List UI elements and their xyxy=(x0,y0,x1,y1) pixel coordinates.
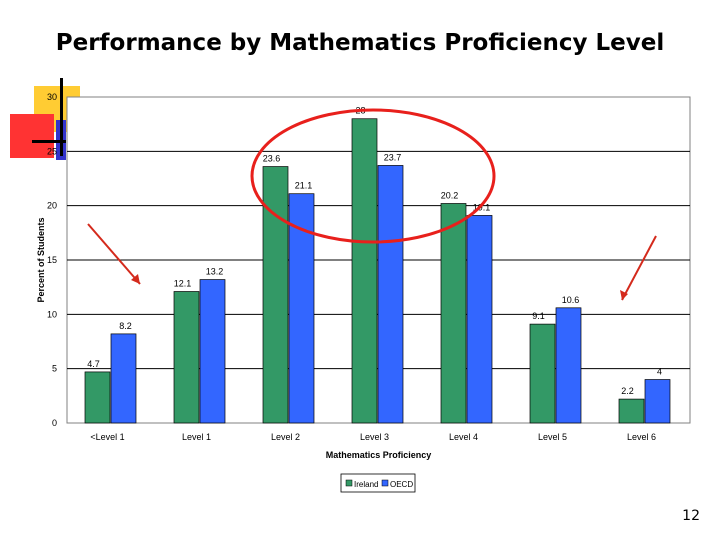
bar-ireland-0 xyxy=(84,371,111,424)
x-tick-label: Level 5 xyxy=(538,432,567,442)
bar-oecd-3 xyxy=(377,165,404,424)
data-label: 23.6 xyxy=(263,154,281,164)
y-tick-label: 5 xyxy=(52,364,57,374)
vertical-bar xyxy=(60,78,63,156)
right-arrow-head xyxy=(620,290,628,300)
bar-oecd-4 xyxy=(466,215,493,424)
legend-swatch xyxy=(381,479,389,487)
bar-ireland-4 xyxy=(440,203,467,424)
slide-number: 12 xyxy=(682,508,700,524)
annotations xyxy=(87,108,657,301)
data-label: 19.1 xyxy=(473,202,491,212)
x-tick-label: <Level 1 xyxy=(90,432,124,442)
slide-title: Performance by Mathematics Proficiency L… xyxy=(55,30,665,56)
y-tick-label: 20 xyxy=(47,201,57,211)
bar-ireland-1 xyxy=(173,291,200,424)
data-label: 4.7 xyxy=(87,359,100,369)
x-tick-label: Level 6 xyxy=(627,432,656,442)
data-label: 20.2 xyxy=(441,190,459,200)
data-label: 13.2 xyxy=(206,267,224,277)
y-tick-label: 15 xyxy=(47,255,57,265)
y-axis-title: Percent of Students xyxy=(36,217,46,302)
right-arrow xyxy=(621,235,657,301)
y-tick-label: 30 xyxy=(47,92,57,102)
bar-oecd-0 xyxy=(110,333,137,424)
left-arrow-head xyxy=(131,274,140,284)
legend: Ireland OECD xyxy=(340,473,416,493)
y-tick-label: 10 xyxy=(47,309,57,319)
x-tick-label: Level 1 xyxy=(182,432,211,442)
bar-oecd-5 xyxy=(555,307,582,424)
bar-ireland-5 xyxy=(529,323,556,424)
data-label: 4 xyxy=(657,367,662,377)
y-tick-label: 0 xyxy=(52,418,57,428)
data-label: 21.1 xyxy=(295,181,313,191)
legend-label: Ireland xyxy=(354,480,378,489)
y-tick-label: 25 xyxy=(47,146,57,156)
bar-ireland-3 xyxy=(351,118,378,424)
labels: 0 5 10 15 20 25 30 Mathematics Proficiency Perce… xyxy=(36,92,662,493)
x-tick-label: Level 4 xyxy=(449,432,478,442)
data-label: 2.2 xyxy=(621,386,634,396)
data-label: 12.1 xyxy=(174,279,192,289)
bars xyxy=(84,118,671,424)
red-square xyxy=(10,114,54,158)
highlight-ellipse xyxy=(250,108,496,244)
bar-ireland-6 xyxy=(618,398,645,424)
bar-oecd-1 xyxy=(199,279,226,424)
bar-ireland-2 xyxy=(262,166,289,424)
data-label: 23.7 xyxy=(384,152,402,162)
left-arrow xyxy=(87,223,141,285)
legend-swatch xyxy=(345,479,353,487)
horizontal-bar xyxy=(32,140,66,143)
bar-oecd-6 xyxy=(644,379,671,424)
legend-label: OECD xyxy=(390,480,413,489)
x-axis-title: Mathematics Proficiency xyxy=(326,450,432,460)
data-label: 9.1 xyxy=(532,311,545,321)
legend-box xyxy=(340,473,416,493)
data-label: 10.6 xyxy=(562,295,580,305)
x-tick-label: Level 3 xyxy=(360,432,389,442)
data-label: 8.2 xyxy=(119,321,132,331)
x-tick-label: Level 2 xyxy=(271,432,300,442)
